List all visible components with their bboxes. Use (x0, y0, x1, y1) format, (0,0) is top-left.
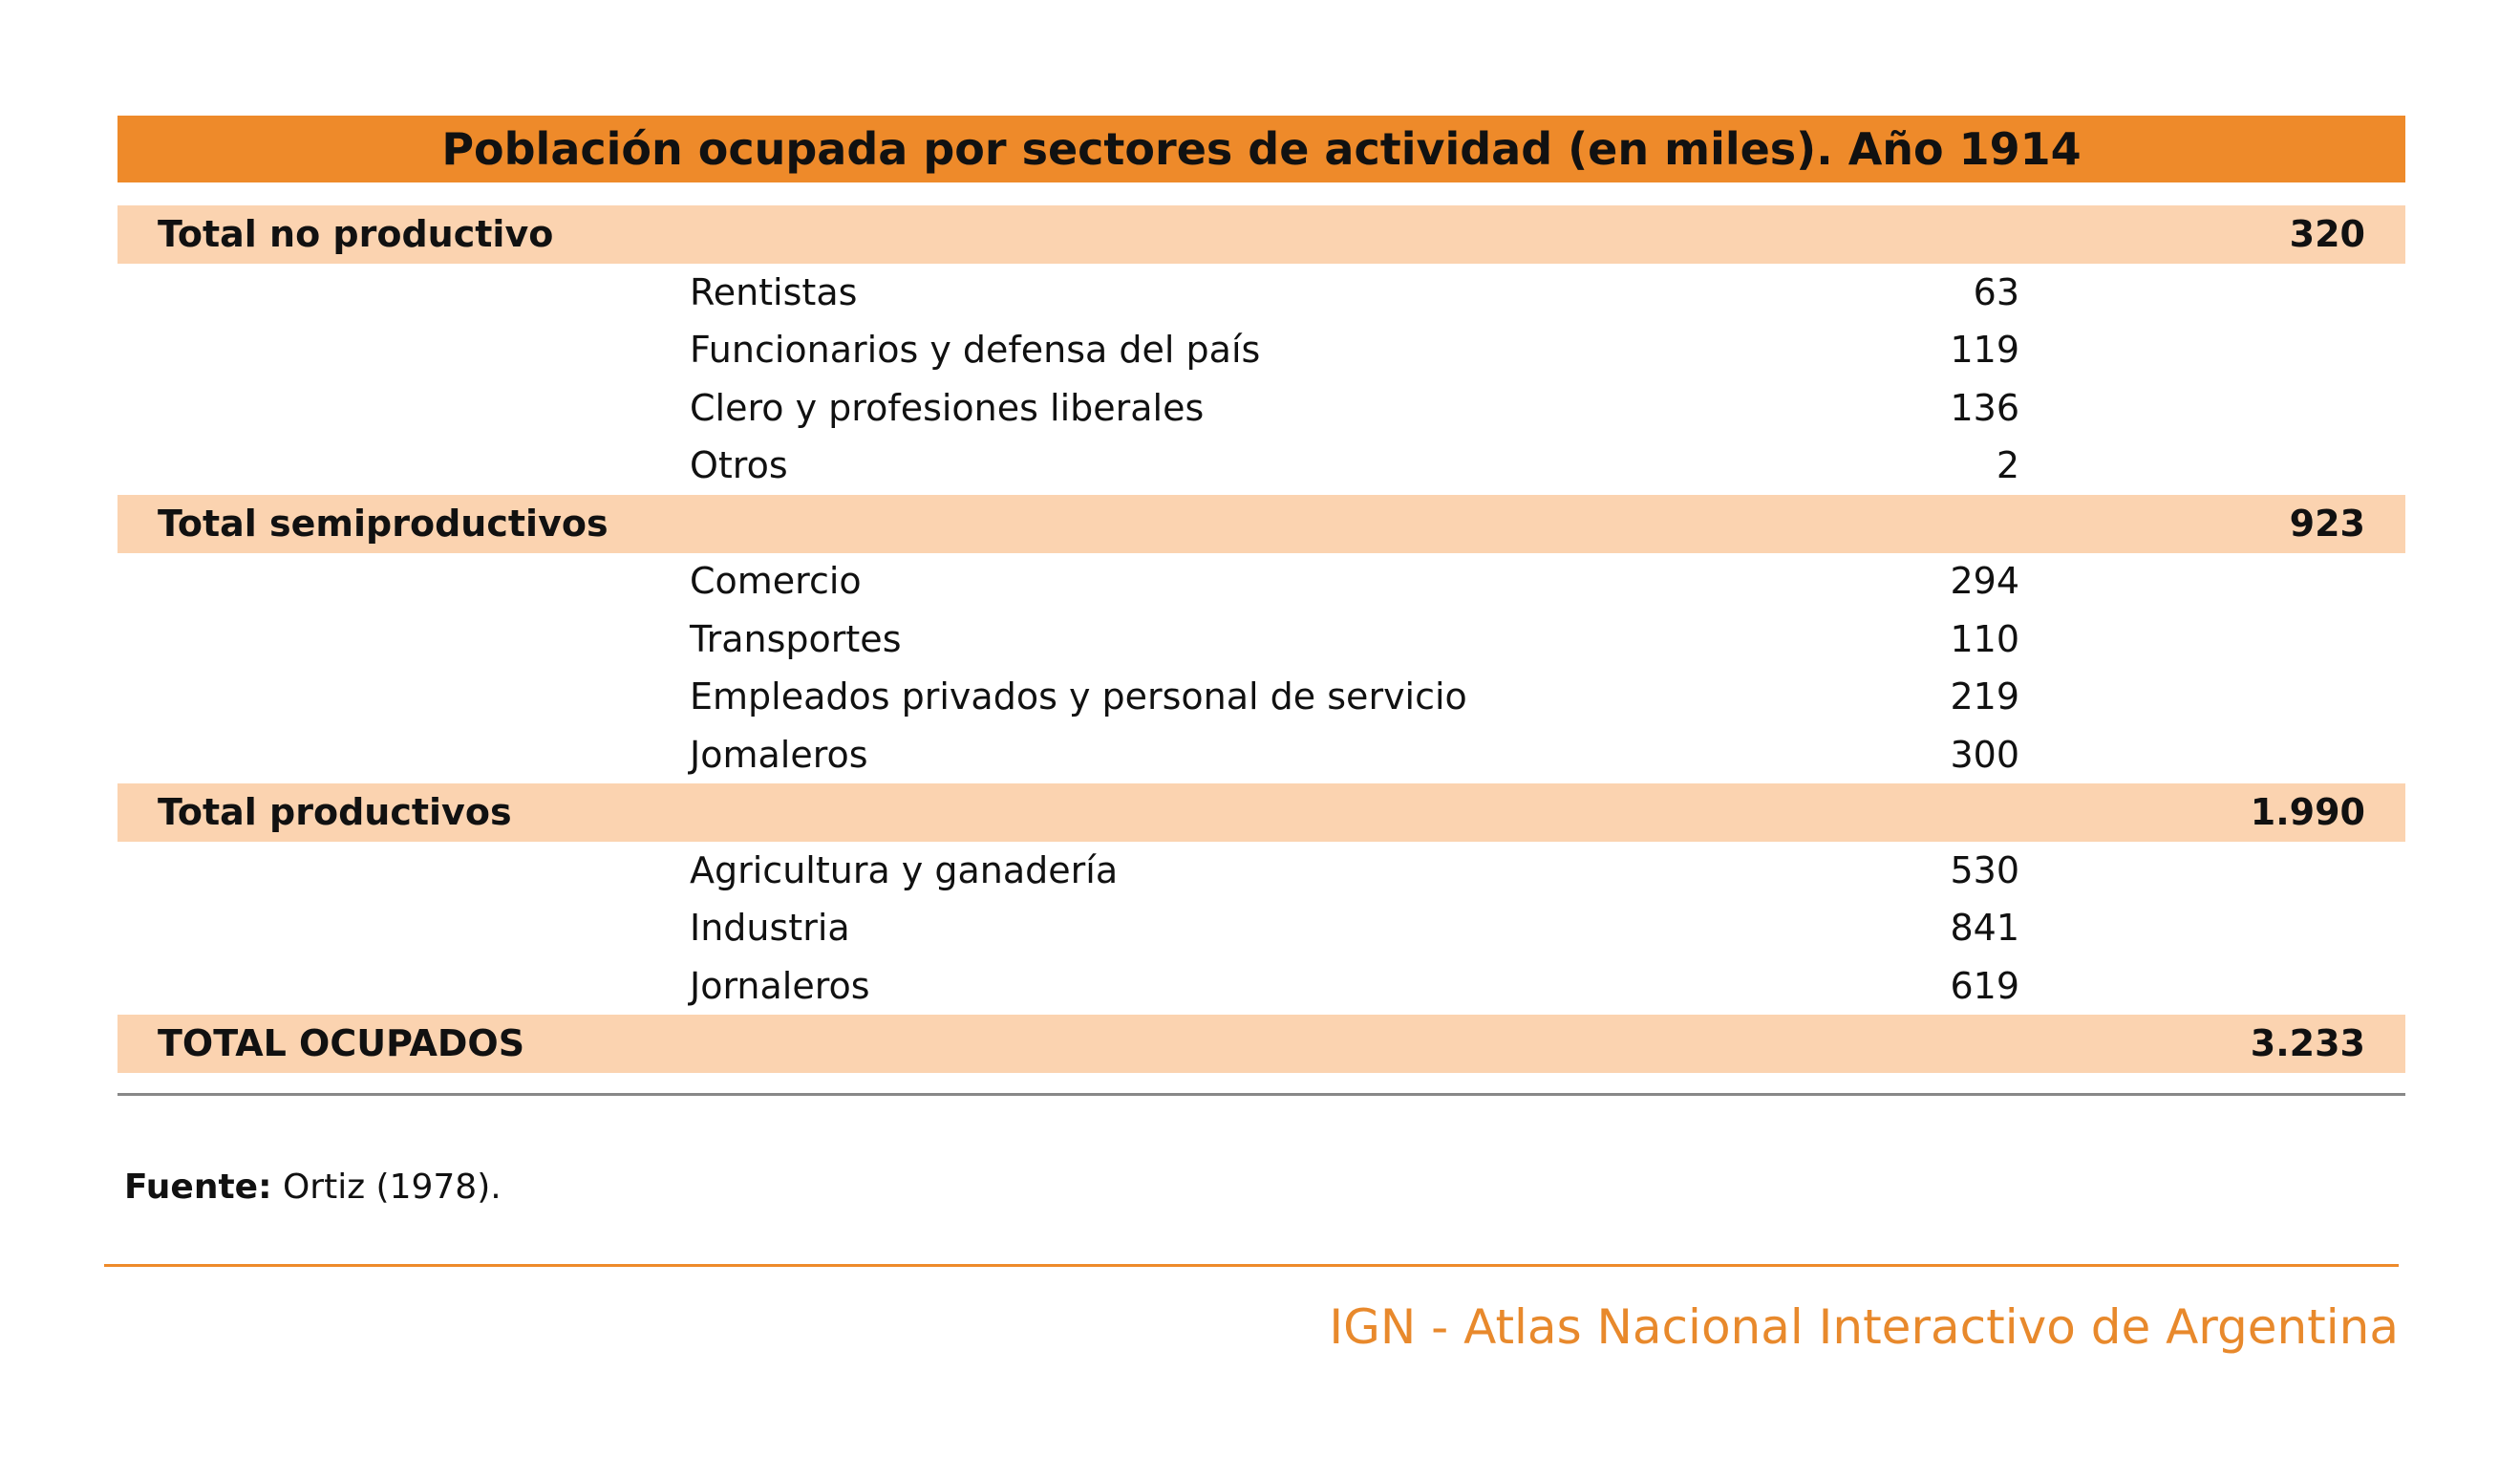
bottom-rule (117, 1093, 2405, 1096)
item-label: Comercio (690, 560, 862, 602)
group-row: Total semiproductivos 923 (117, 494, 2405, 553)
item-row: Funcionarios y defensa del país 119 (117, 321, 2405, 379)
source-label: Fuente: (124, 1168, 272, 1207)
item-row: Rentistas 63 (117, 264, 2405, 322)
item-row: Jornaleros 619 (117, 957, 2405, 1016)
table-title: Población ocupada por sectores de activi… (117, 116, 2405, 182)
item-value: 110 (1950, 617, 2019, 660)
group-row: Total productivos 1.990 (117, 783, 2405, 842)
group-label: Total productivos (158, 791, 512, 833)
item-row: Transportes 110 (117, 611, 2405, 669)
item-label: Rentistas (690, 270, 858, 313)
grand-total-label: TOTAL OCUPADOS (158, 1022, 525, 1064)
item-row: Agricultura y ganadería 530 (117, 842, 2405, 900)
item-value: 119 (1950, 329, 2019, 371)
group-total: 923 (2289, 502, 2365, 545)
item-value: 2 (1996, 444, 2019, 486)
grand-total-row: TOTAL OCUPADOS 3.233 (117, 1015, 2405, 1073)
item-label: Clero y profesiones liberales (690, 386, 1205, 429)
item-label: Jornaleros (690, 964, 870, 1007)
item-label: Funcionarios y defensa del país (690, 329, 1261, 371)
item-row: Otros 2 (117, 437, 2405, 495)
footer: IGN - Atlas Nacional Interactivo de Arge… (1329, 1299, 2399, 1355)
grand-total-value: 3.233 (2250, 1022, 2365, 1064)
item-value: 841 (1950, 907, 2019, 949)
item-row: Industria 841 (117, 899, 2405, 957)
item-label: Jomaleros (690, 733, 868, 776)
group-row: Total no productivo 320 (117, 205, 2405, 264)
item-value: 294 (1950, 560, 2019, 602)
item-label: Industria (690, 907, 850, 949)
item-value: 300 (1950, 733, 2019, 776)
item-value: 136 (1950, 386, 2019, 429)
group-label: Total semiproductivos (158, 502, 609, 545)
item-value: 63 (1973, 270, 2019, 313)
source: Fuente: Ortiz (1978). (124, 1168, 502, 1207)
item-label: Empleados privados y personal de servici… (690, 675, 1467, 718)
item-label: Transportes (690, 617, 902, 660)
item-row: Comercio 294 (117, 552, 2405, 611)
item-row: Clero y profesiones liberales 136 (117, 379, 2405, 438)
item-row: Jomaleros 300 (117, 726, 2405, 784)
item-value: 219 (1950, 675, 2019, 718)
item-row: Empleados privados y personal de servici… (117, 668, 2405, 726)
item-label: Agricultura y ganadería (690, 848, 1119, 891)
item-value: 619 (1950, 964, 2019, 1007)
group-label: Total no productivo (158, 213, 554, 255)
footer-rule (104, 1264, 2399, 1267)
item-value: 530 (1950, 848, 2019, 891)
source-text: Ortiz (1978). (282, 1168, 502, 1207)
item-label: Otros (690, 444, 788, 486)
group-total: 320 (2289, 213, 2365, 255)
group-total: 1.990 (2250, 791, 2365, 833)
